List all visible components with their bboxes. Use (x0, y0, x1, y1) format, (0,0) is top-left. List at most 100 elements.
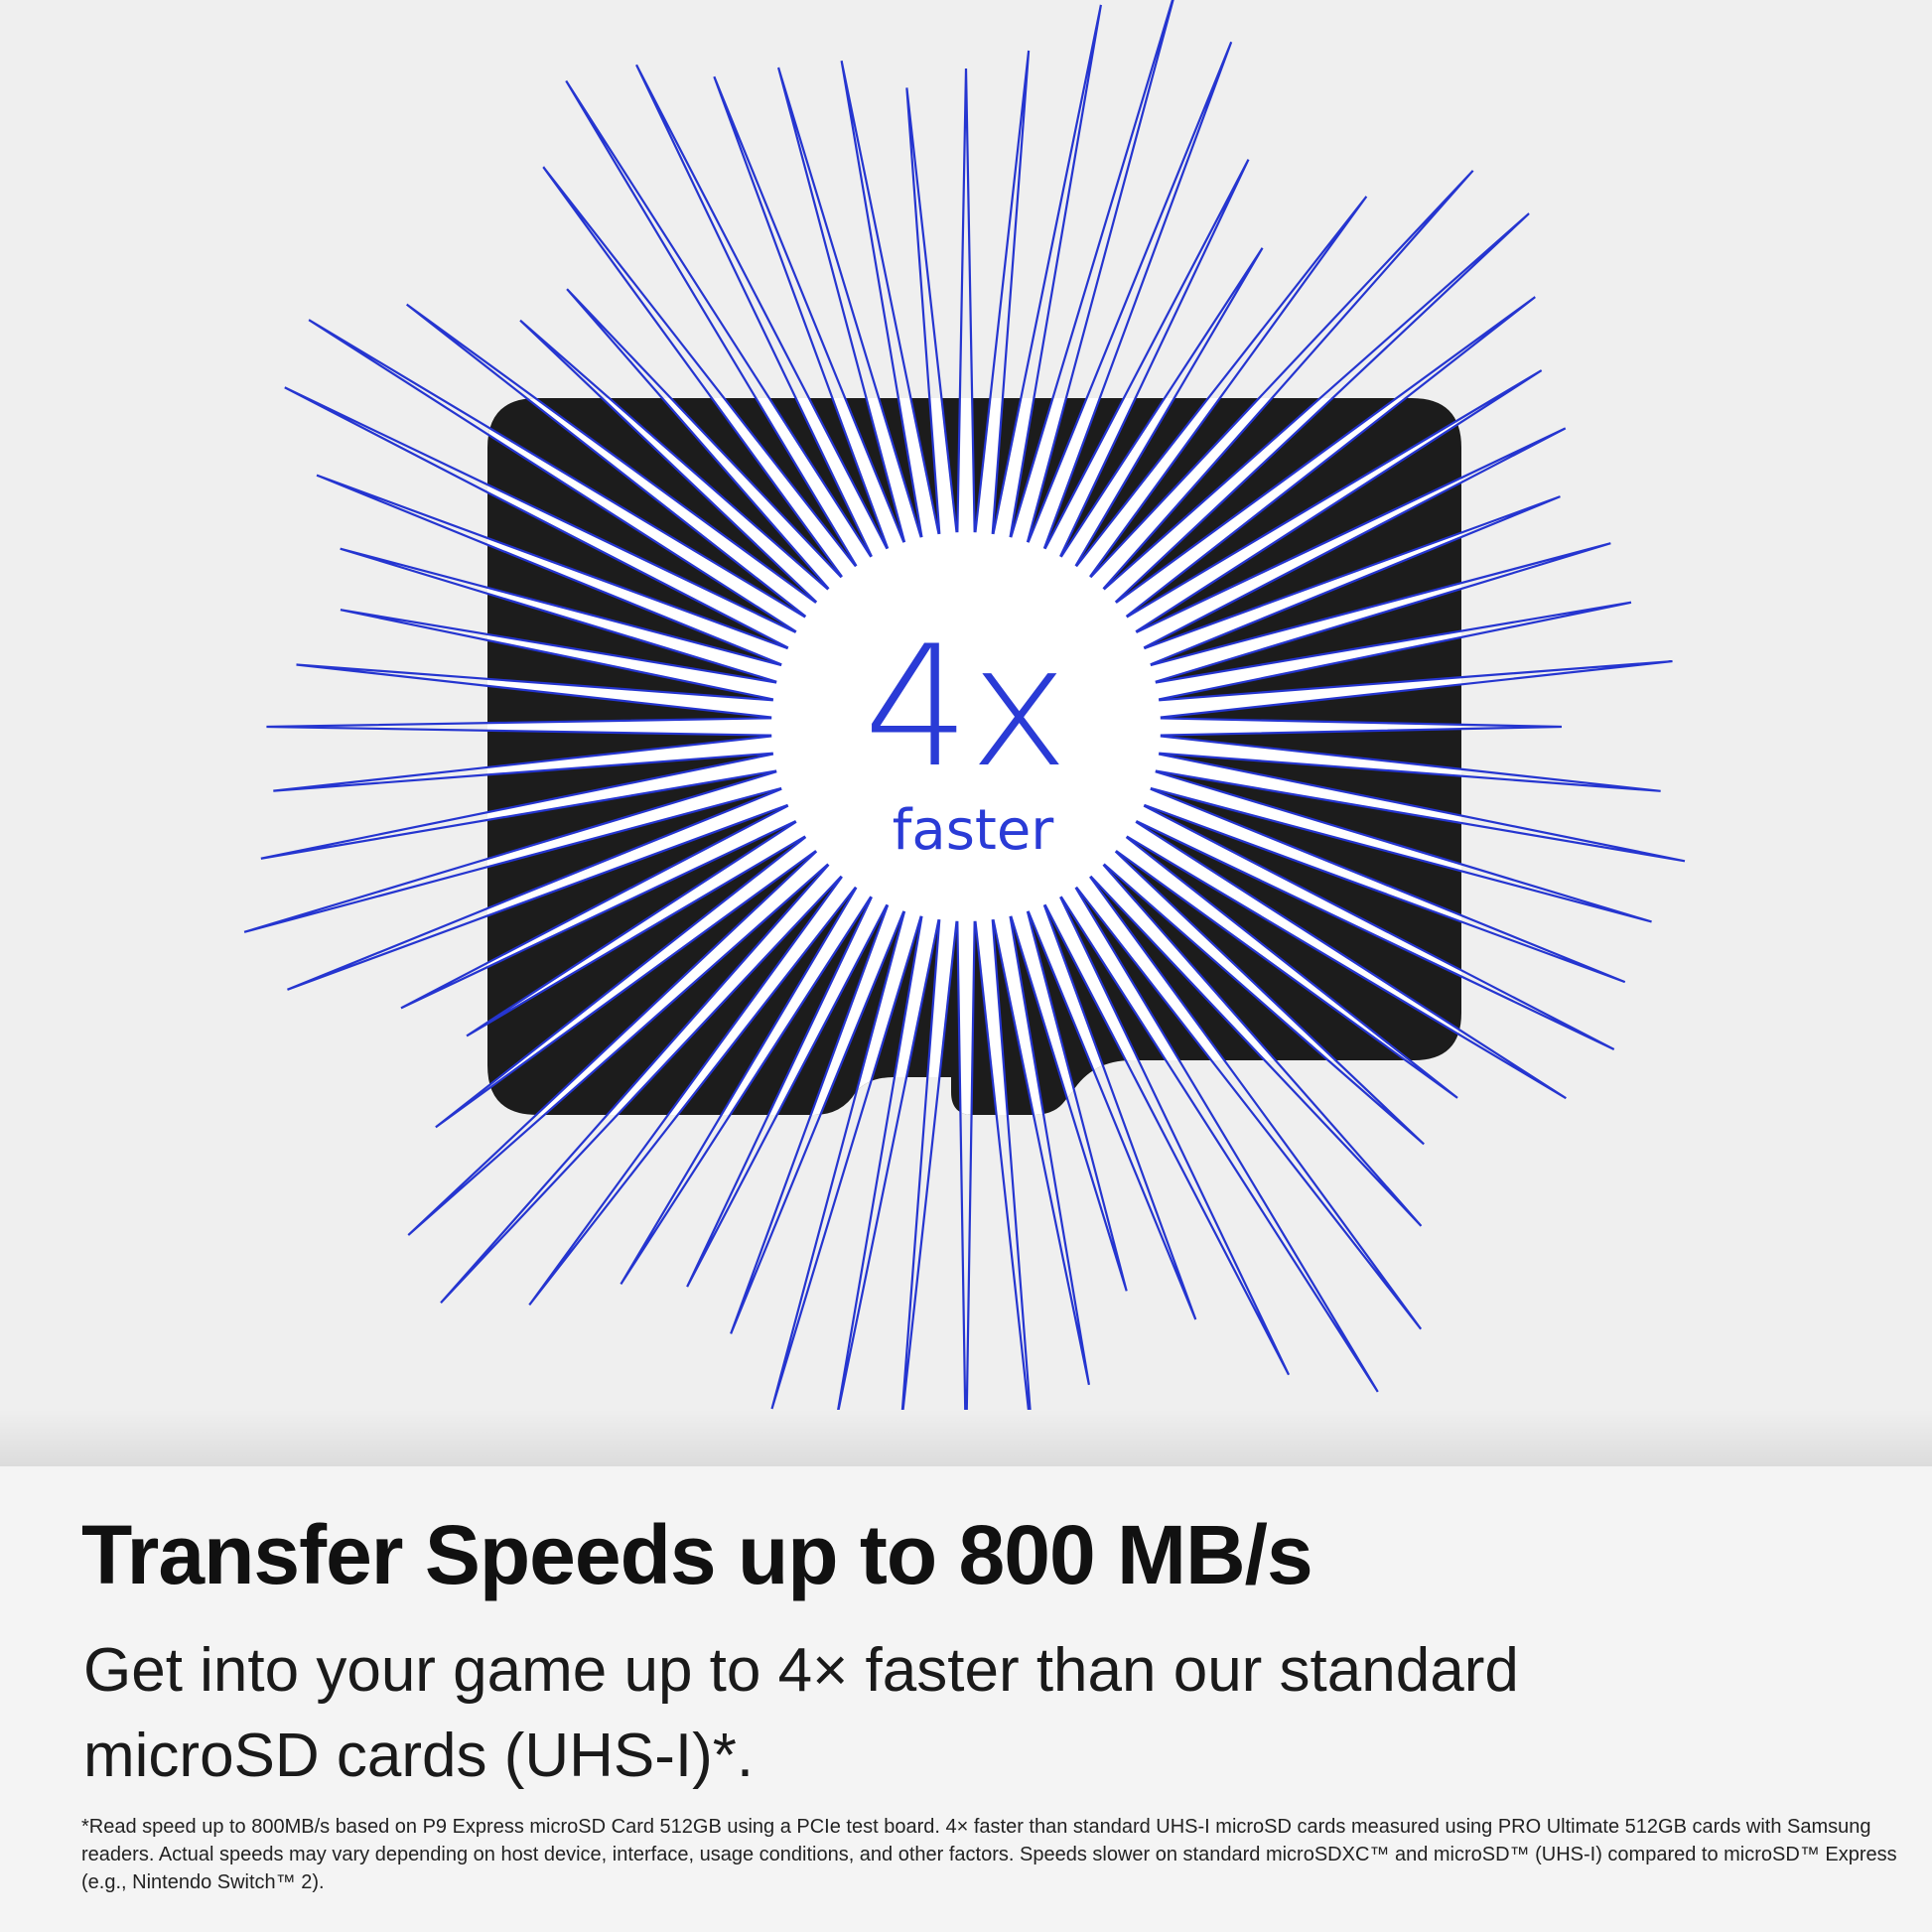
ray (1085, 859, 1423, 1227)
ray-fill (957, 914, 975, 1115)
ray-fill (487, 718, 778, 736)
ray-fill (543, 398, 860, 582)
ray (1025, 41, 1233, 555)
ray (713, 75, 907, 555)
ray-fill (1026, 398, 1232, 555)
ray (905, 87, 959, 540)
ray (1130, 427, 1567, 652)
ray-fill (1041, 398, 1249, 563)
ray (260, 752, 783, 860)
ray (266, 717, 778, 737)
ray (1071, 196, 1368, 583)
ray (273, 734, 779, 792)
ray-fill (520, 398, 833, 607)
ray (1085, 170, 1474, 595)
speed-multiplier: 4x (864, 610, 1068, 804)
ray-fill (1111, 398, 1461, 621)
ray-fill (487, 398, 811, 635)
ray-fill (487, 475, 794, 667)
ray (1110, 296, 1536, 621)
ray (316, 474, 794, 668)
ray (1008, 904, 1128, 1292)
ray (406, 303, 822, 621)
ray-fill (687, 891, 891, 1115)
ray (528, 871, 861, 1307)
ray-fill (1041, 891, 1290, 1115)
ray (1154, 717, 1563, 737)
ray (340, 547, 788, 685)
ray (1121, 369, 1543, 636)
ray (1110, 832, 1458, 1099)
ray-fill (566, 398, 875, 572)
artwork: 4x faster (243, 0, 1686, 1461)
ray (466, 817, 811, 1037)
ray (635, 64, 892, 563)
text-panel (0, 1466, 1932, 1932)
ray-fill (487, 847, 833, 1115)
ray-fill (1086, 860, 1422, 1115)
ray (777, 67, 924, 549)
ray (1149, 752, 1686, 863)
ray-fill (487, 786, 794, 990)
ray (1025, 898, 1197, 1320)
ray-fill (487, 398, 802, 651)
ray-fill (487, 860, 846, 1115)
ray (243, 768, 788, 933)
ray-fill (1086, 398, 1461, 594)
ray (440, 859, 847, 1305)
ray (973, 50, 1031, 540)
ray-fill (1121, 818, 1461, 1099)
ray (566, 288, 847, 595)
ray-fill (621, 882, 875, 1115)
ray (1121, 817, 1567, 1100)
ray-fill (1138, 786, 1461, 983)
shadow (0, 1410, 1932, 1466)
ray-fill (487, 818, 811, 1036)
ray-fill (1057, 398, 1263, 572)
ray (840, 61, 941, 544)
ray (1008, 0, 1174, 549)
ray (1040, 891, 1291, 1376)
ray-fill (487, 398, 821, 621)
ray-fill (529, 872, 860, 1115)
ray (1071, 871, 1423, 1330)
ray (1056, 882, 1379, 1393)
ray (1153, 659, 1673, 720)
ray (1138, 785, 1626, 984)
ray-fill (1130, 802, 1461, 1050)
burst-rays (243, 0, 1686, 1461)
ray (542, 166, 861, 583)
ray (435, 832, 822, 1129)
ray (1098, 846, 1425, 1146)
ray (686, 891, 892, 1288)
ray (565, 79, 876, 572)
ray (1138, 495, 1561, 668)
ray (287, 785, 794, 991)
ray (1098, 212, 1530, 608)
ray (1056, 247, 1264, 572)
ray (620, 882, 876, 1285)
ray (1144, 768, 1652, 923)
ray-fill (636, 398, 891, 563)
ray (1144, 542, 1611, 685)
ray (1149, 601, 1632, 702)
ray-fill (1072, 398, 1367, 582)
ray (956, 68, 976, 539)
ray (308, 319, 811, 636)
ray (1153, 734, 1661, 792)
ray (296, 663, 779, 720)
subheadline: Get into your game up to 4× faster than … (83, 1636, 1519, 1790)
ray-fill (714, 398, 906, 555)
ray-fill (1099, 398, 1461, 607)
ray-fill (487, 833, 821, 1115)
ray-fill (1121, 398, 1461, 635)
ray (519, 319, 834, 608)
ray-fill (1057, 882, 1378, 1115)
ray (340, 609, 783, 702)
ray (284, 386, 802, 652)
ray-fill (567, 398, 846, 594)
ray (991, 4, 1102, 544)
burst-center (771, 532, 1161, 921)
ray (400, 801, 802, 1010)
